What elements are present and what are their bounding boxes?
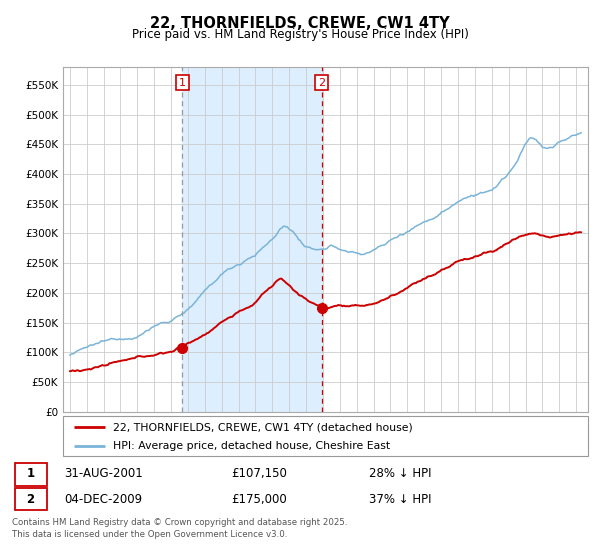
Text: 1: 1 [179, 78, 186, 88]
Text: 37% ↓ HPI: 37% ↓ HPI [369, 493, 431, 506]
Text: £107,150: £107,150 [231, 467, 287, 480]
Text: 04-DEC-2009: 04-DEC-2009 [64, 493, 142, 506]
Text: 2: 2 [318, 78, 325, 88]
Text: Price paid vs. HM Land Registry's House Price Index (HPI): Price paid vs. HM Land Registry's House … [131, 28, 469, 41]
Text: 2: 2 [26, 493, 34, 506]
Text: 28% ↓ HPI: 28% ↓ HPI [369, 467, 431, 480]
Text: 31-AUG-2001: 31-AUG-2001 [64, 467, 143, 480]
Text: £175,000: £175,000 [231, 493, 287, 506]
Text: 22, THORNFIELDS, CREWE, CW1 4TY: 22, THORNFIELDS, CREWE, CW1 4TY [150, 16, 450, 31]
Text: 1: 1 [26, 467, 34, 480]
FancyBboxPatch shape [15, 463, 47, 486]
Text: HPI: Average price, detached house, Cheshire East: HPI: Average price, detached house, Ches… [113, 441, 390, 451]
Text: Contains HM Land Registry data © Crown copyright and database right 2025.
This d: Contains HM Land Registry data © Crown c… [12, 518, 347, 539]
Bar [182, 67, 322, 412]
FancyBboxPatch shape [63, 416, 588, 456]
FancyBboxPatch shape [15, 488, 47, 510]
Text: 22, THORNFIELDS, CREWE, CW1 4TY (detached house): 22, THORNFIELDS, CREWE, CW1 4TY (detache… [113, 422, 413, 432]
